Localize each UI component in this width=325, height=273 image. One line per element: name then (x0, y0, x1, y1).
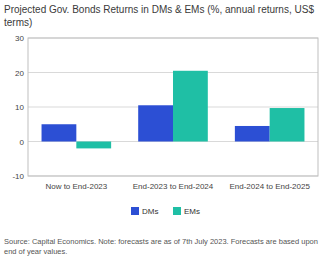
bars (42, 71, 305, 149)
title: Projected Gov. Bonds Returns in DMs & EM… (4, 3, 322, 29)
bar (235, 126, 270, 142)
legend-swatch (131, 207, 139, 215)
plot-frame (28, 38, 318, 176)
bar (42, 124, 77, 141)
bar (270, 108, 305, 141)
bar (138, 105, 173, 141)
y-tick-label: 10 (15, 103, 24, 112)
y-tick-label: -10 (12, 172, 24, 181)
y-tick-label: 20 (15, 69, 24, 78)
y-tick-label: 0 (20, 138, 25, 147)
source: Source: Capital Economics. Note: forecas… (4, 237, 322, 257)
legend-swatch (173, 207, 181, 215)
bar (173, 71, 208, 142)
y-tick-label: 30 (15, 34, 24, 43)
x-tick-label: End-2024 to End-2025 (229, 182, 310, 191)
chart: -10 0 10 20 30 Now to End-2023 End-2023 to End… (0, 0, 325, 273)
x-tick-label: Now to End-2023 (45, 182, 107, 191)
legend-label: DMs (142, 207, 158, 216)
bar (76, 142, 111, 149)
legend-label: EMs (184, 207, 200, 216)
x-tick-label: End-2023 to End-2024 (133, 182, 214, 191)
